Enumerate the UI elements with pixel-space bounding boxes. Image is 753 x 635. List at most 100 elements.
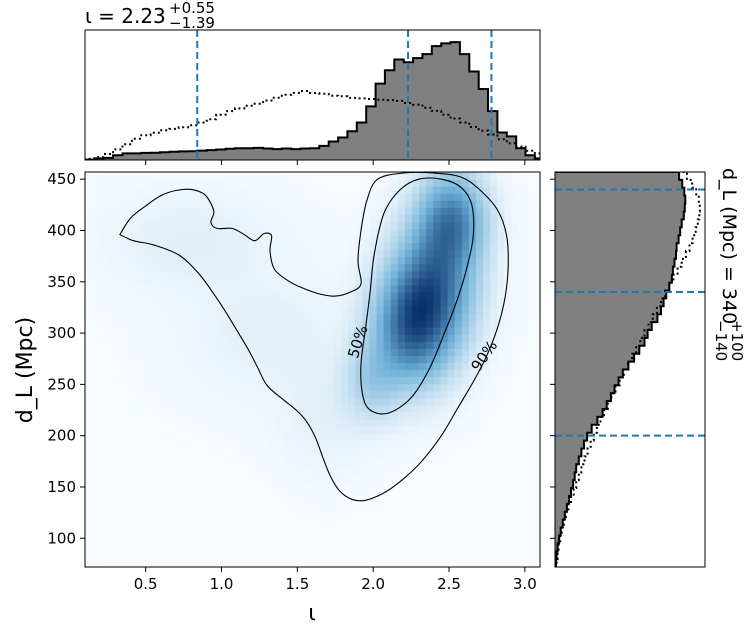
- density-cell: [497, 411, 506, 420]
- density-cell: [141, 376, 150, 385]
- density-cell: [269, 291, 278, 300]
- density-cell: [433, 482, 442, 491]
- density-cell: [156, 432, 164, 441]
- density-cell: [419, 524, 427, 533]
- density-cell: [170, 552, 179, 561]
- credible-contours: [119, 172, 509, 502]
- density-cell: [205, 179, 214, 187]
- density-cell: [447, 369, 456, 378]
- density-cell: [419, 454, 427, 462]
- density-cell: [148, 411, 157, 420]
- y-tick-label: 150: [47, 478, 76, 496]
- density-cell: [120, 390, 129, 399]
- density-cell: [326, 348, 335, 356]
- density-cell: [127, 545, 136, 554]
- density-cell: [276, 376, 285, 385]
- density-cell: [269, 531, 278, 540]
- density-cell: [156, 447, 164, 455]
- density-cell: [262, 334, 271, 342]
- density-cell: [440, 214, 449, 222]
- density-cell: [205, 369, 214, 378]
- density-cell: [369, 228, 378, 237]
- density-cell: [255, 517, 264, 526]
- density-cell: [390, 228, 399, 237]
- density-cell: [276, 172, 285, 180]
- density-cell: [284, 313, 292, 321]
- density-cell: [276, 270, 285, 279]
- density-cell: [92, 524, 100, 533]
- density-cell: [127, 200, 136, 208]
- density-cell: [468, 538, 477, 547]
- density-cell: [468, 383, 477, 392]
- density-cell: [234, 425, 243, 434]
- density-cell: [433, 207, 442, 215]
- density-cell: [447, 179, 456, 187]
- density-cell: [362, 242, 370, 251]
- density-cell: [156, 369, 164, 378]
- density-cell: [312, 277, 321, 286]
- contour-50: [360, 177, 475, 415]
- density-cell: [113, 425, 122, 434]
- density-cell: [92, 531, 100, 540]
- density-cell: [355, 461, 363, 469]
- density-cell: [269, 397, 278, 406]
- density-cell: [170, 503, 179, 512]
- density-cell: [362, 284, 370, 293]
- density-cell: [262, 207, 271, 215]
- density-cell: [433, 489, 442, 498]
- density-cell: [412, 496, 420, 505]
- density-cell: [468, 172, 477, 180]
- density-cell: [497, 397, 506, 406]
- density-cell: [340, 369, 349, 378]
- density-cell: [298, 559, 306, 567]
- density-cell: [497, 186, 506, 194]
- density-cell: [148, 193, 157, 201]
- density-cell: [234, 327, 243, 335]
- density-cell: [85, 186, 93, 194]
- density-cell: [99, 559, 107, 567]
- density-cell: [113, 390, 122, 399]
- density-cell: [85, 214, 93, 222]
- density-cell: [262, 397, 271, 406]
- density-cell: [319, 432, 328, 441]
- density-cell: [333, 383, 342, 392]
- density-cell: [141, 341, 150, 349]
- density-cell: [241, 186, 250, 194]
- density-cell: [340, 249, 349, 258]
- density-cell: [355, 221, 363, 230]
- density-cell: [490, 559, 498, 567]
- density-cell: [348, 538, 356, 547]
- density-cell: [305, 475, 314, 483]
- density-cell: [141, 327, 150, 335]
- density-cell: [227, 334, 235, 342]
- x-tick-label: 1.5: [285, 575, 309, 593]
- density-cell: [85, 383, 93, 392]
- x-axis-ticks: 0.5 1.0 1.5 2.0 2.5 3.0: [134, 567, 537, 593]
- density-cell: [276, 263, 285, 272]
- density-cell: [291, 538, 299, 547]
- density-cell: [468, 327, 477, 335]
- density-cell: [220, 291, 228, 300]
- density-cell: [85, 489, 93, 498]
- density-cell: [340, 510, 349, 519]
- density-cell: [198, 362, 207, 371]
- density-cell: [120, 298, 129, 307]
- density-cell: [127, 404, 136, 413]
- density-cell: [284, 221, 292, 230]
- density-cell: [383, 235, 392, 244]
- density-cell: [348, 468, 356, 476]
- y-hist-fill: [555, 172, 686, 567]
- density-cell: [212, 235, 221, 244]
- density-cell: [127, 334, 136, 342]
- density-cell: [205, 503, 214, 512]
- density-cell: [490, 193, 498, 201]
- density-cell: [113, 320, 122, 328]
- density-cell: [205, 172, 214, 180]
- density-cell: [220, 503, 228, 512]
- density-cell: [319, 306, 328, 314]
- density-cell: [362, 355, 370, 364]
- density-cell: [134, 425, 143, 434]
- density-cell: [319, 200, 328, 208]
- density-cell: [326, 179, 335, 187]
- density-cell: [390, 355, 399, 364]
